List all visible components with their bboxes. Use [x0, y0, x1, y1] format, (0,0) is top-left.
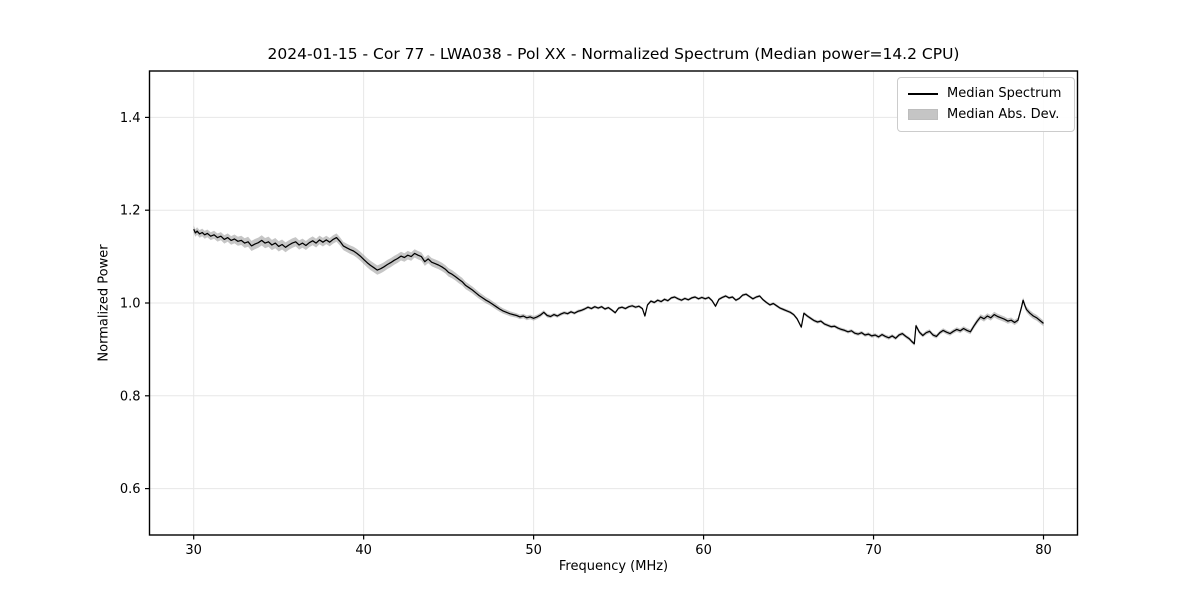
axes-frame [148, 70, 1079, 536]
legend-item-mad: Median Abs. Dev. [908, 104, 1064, 125]
x-tick-label: 50 [525, 543, 542, 558]
legend-label-median-spectrum: Median Spectrum [947, 86, 1062, 101]
legend: Median Spectrum Median Abs. Dev. [897, 77, 1075, 132]
legend-item-median-spectrum: Median Spectrum [908, 83, 1064, 104]
x-tick-label: 70 [865, 543, 882, 558]
x-tick-label: 30 [185, 543, 202, 558]
x-tick-label: 60 [695, 543, 712, 558]
x-tick-label: 80 [1035, 543, 1052, 558]
y-tick-label: 1.0 [120, 297, 141, 312]
legend-patch-sample [908, 109, 938, 120]
legend-label-mad: Median Abs. Dev. [947, 107, 1060, 122]
chart-title: 2024-01-15 - Cor 77 - LWA038 - Pol XX - … [267, 45, 960, 63]
median-spectrum-line [193, 228, 1044, 345]
x-tick-label: 40 [355, 543, 372, 558]
mad-band [193, 225, 1044, 346]
y-tick-label: 1.4 [120, 111, 141, 126]
y-axis-label: Normalized Power [96, 244, 112, 362]
y-tick-label: 0.6 [120, 482, 141, 497]
y-tick-label: 1.2 [120, 204, 141, 219]
x-axis-label: Frequency (MHz) [558, 559, 669, 574]
y-tick-label: 0.8 [120, 389, 141, 404]
legend-line-sample [908, 92, 938, 95]
